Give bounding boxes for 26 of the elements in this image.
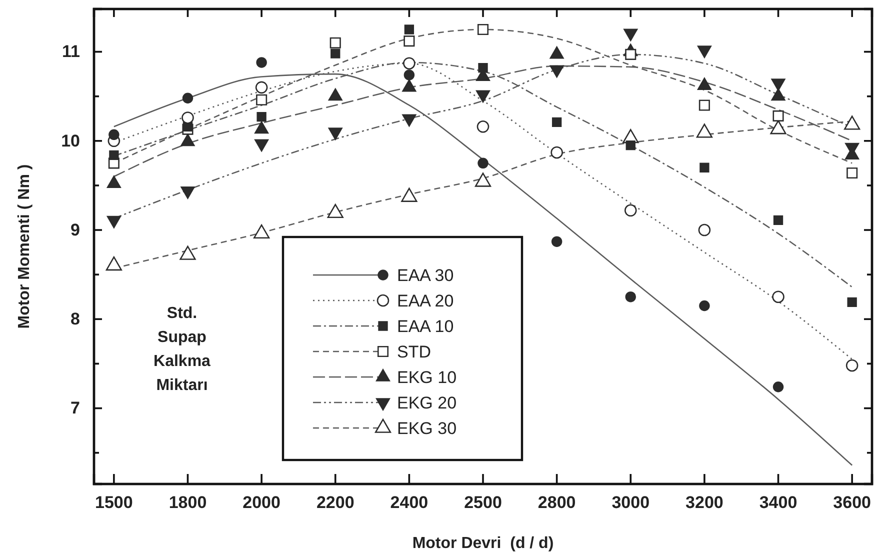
legend-label: EKG 20 <box>397 394 457 412</box>
x-tick-label: 2200 <box>316 493 354 512</box>
x-tick-label: 1500 <box>95 493 133 512</box>
legend-label: EKG 30 <box>397 419 457 438</box>
x-tick-label: 2500 <box>464 493 502 512</box>
y-tick-label: 11 <box>62 42 80 62</box>
y-axis-title: Motor Momenti ( Nm ) <box>16 164 33 329</box>
annotation: Std. Supap Kalkma Miktarı <box>154 305 211 394</box>
legend-label: EAA 20 <box>397 292 454 310</box>
legend-label: EAA 10 <box>397 317 454 336</box>
y-tick-label: 7 <box>70 398 80 418</box>
x-tick-label: 1800 <box>168 493 207 512</box>
legend-label: EAA 30 <box>397 266 454 285</box>
y-tick-label: 10 <box>61 131 80 150</box>
y-tick-label: 9 <box>70 220 80 240</box>
x-tick-label: 3200 <box>686 493 724 512</box>
x-tick-label: 3000 <box>612 493 650 512</box>
x-tick-label: 3400 <box>759 493 798 512</box>
legend-label: STD <box>397 342 431 362</box>
x-tick-label: 2400 <box>390 493 428 512</box>
x-tick-label: 2000 <box>242 493 280 512</box>
x-tick-label: 2800 <box>538 493 576 512</box>
x-axis-title: Motor Devri (d / d) <box>412 535 554 552</box>
x-tick-label: 3600 <box>833 493 871 512</box>
y-tick-label: 8 <box>70 310 80 329</box>
legend-label: EKG 10 <box>397 368 457 387</box>
